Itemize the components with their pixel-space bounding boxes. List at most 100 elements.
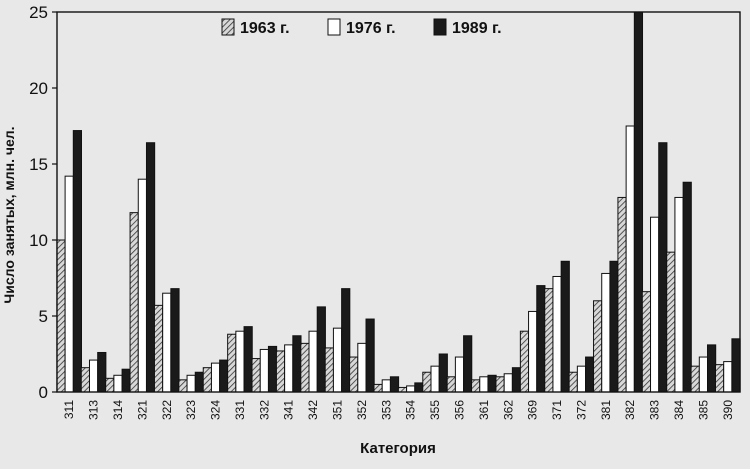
bar-382-series-2 (625, 125, 635, 393)
plot-frame (56, 11, 741, 393)
legend-label-1: 1963 г. (240, 20, 290, 37)
bar-384-series-1 (666, 251, 676, 393)
bar-322-series-3 (170, 288, 180, 393)
x-tick-label: 371 (550, 400, 564, 420)
bar-324-series-3 (219, 359, 229, 393)
bar-352-series-3 (365, 318, 375, 393)
bar-351-series-3 (341, 288, 351, 393)
bar-323-series-1 (178, 379, 188, 393)
x-tick-label: 362 (501, 400, 515, 420)
bar-381-series-1 (593, 300, 603, 393)
legend: 1963 г. 1976 г. 1989 г. (221, 18, 502, 37)
bar-332-series-3 (267, 345, 278, 393)
bar-372-series-1 (568, 371, 578, 393)
bar-311-series-2 (64, 175, 74, 393)
bar-324-series-1 (202, 367, 212, 393)
x-tick-label: 372 (574, 400, 588, 420)
x-axis-label: Категория (360, 440, 436, 457)
x-tick-label: 352 (355, 400, 369, 420)
bar-362-series-1 (495, 376, 505, 393)
bar-356-series-2 (454, 356, 465, 393)
bar-383-series-1 (641, 291, 652, 393)
bar-323-series-3 (194, 371, 204, 393)
x-tick-label: 342 (306, 400, 320, 420)
bar-322-series-2 (162, 292, 172, 393)
x-tick-label: 353 (379, 400, 393, 420)
x-tick-label: 354 (404, 400, 418, 420)
bar-321-series-3 (145, 142, 156, 393)
bar-332-series-2 (259, 348, 269, 393)
bar-314-series-1 (105, 377, 115, 393)
bar-390-series-3 (731, 338, 741, 393)
x-tick-label: 323 (184, 400, 198, 420)
x-tick-label: 356 (452, 400, 466, 420)
bar-353-series-3 (389, 376, 400, 393)
bar-385-series-3 (707, 344, 717, 393)
bar-384-series-2 (674, 196, 684, 393)
bar-362-series-2 (503, 373, 513, 393)
x-tick-label: 311 (62, 400, 76, 419)
bar-372-series-2 (576, 365, 587, 393)
y-axis-label: Число занятых, млн. чел. (1, 126, 17, 303)
bar-341-series-2 (284, 344, 294, 393)
bar-381-series-2 (601, 272, 611, 393)
x-tick-label: 341 (282, 400, 296, 420)
x-tick-label: 324 (209, 400, 223, 420)
bar-331-series-2 (235, 330, 245, 393)
bar-382-series-1 (617, 196, 627, 393)
x-tick-label: 385 (696, 400, 710, 420)
bar-355-series-1 (422, 371, 432, 393)
bar-361-series-3 (487, 374, 497, 393)
x-tick-label: 369 (526, 400, 540, 420)
bar-371-series-1 (544, 288, 554, 393)
bar-362-series-3 (511, 367, 522, 393)
bar-353-series-1 (373, 383, 383, 393)
x-tick-label: 321 (135, 400, 149, 420)
y-tick-label: 0 (39, 383, 48, 402)
legend-swatch-3 (433, 18, 447, 36)
legend-label-3: 1989 г. (452, 20, 502, 37)
x-tick-label: 314 (111, 400, 125, 420)
bar-322-series-1 (153, 304, 164, 393)
x-tick-label: 382 (623, 400, 637, 420)
bar-311-series-1 (56, 239, 66, 393)
bar-341-series-1 (275, 350, 286, 393)
bar-321-series-2 (137, 178, 147, 393)
bar-331-series-1 (227, 333, 237, 393)
bar-324-series-2 (210, 362, 221, 393)
bar-356-series-1 (446, 376, 456, 393)
bar-332-series-1 (251, 358, 261, 393)
x-tick-label: 381 (599, 400, 613, 420)
bar-341-series-3 (292, 335, 302, 393)
bar-342-series-2 (308, 330, 318, 393)
bar-354-series-2 (406, 385, 416, 393)
x-tick-label: 313 (87, 400, 101, 420)
bar-355-series-2 (430, 365, 440, 393)
bar-385-series-1 (690, 365, 700, 393)
bar-313-series-1 (80, 367, 90, 393)
x-tick-label: 332 (257, 400, 271, 420)
bar-382-series-3 (633, 11, 644, 393)
y-tick-label: 5 (39, 307, 48, 326)
y-tick-label: 20 (29, 79, 48, 98)
bar-385-series-2 (698, 356, 709, 393)
bar-383-series-2 (650, 216, 660, 393)
bar-383-series-3 (658, 142, 668, 393)
legend-label-2: 1976 г. (346, 20, 396, 37)
bar-342-series-1 (300, 342, 310, 393)
legend-swatch-2 (327, 18, 341, 36)
x-tick-label: 351 (331, 400, 345, 420)
bar-369-series-2 (528, 310, 538, 393)
bar-313-series-2 (88, 359, 99, 393)
bar-354-series-3 (414, 382, 424, 393)
bar-342-series-3 (316, 306, 326, 393)
bar-355-series-3 (438, 353, 448, 393)
bar-381-series-3 (609, 260, 619, 393)
bar-311-series-3 (72, 130, 83, 393)
bar-331-series-3 (243, 326, 253, 393)
bar-352-series-2 (357, 342, 367, 393)
bar-323-series-2 (186, 374, 196, 393)
bar-314-series-3 (121, 368, 131, 393)
